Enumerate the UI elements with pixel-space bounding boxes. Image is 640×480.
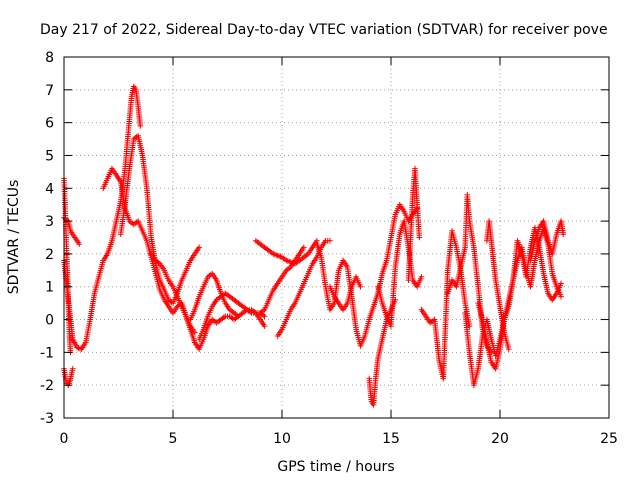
- y-tick-label: 6: [45, 116, 54, 132]
- series-track-10: [253, 237, 320, 267]
- data-marks: [61, 83, 567, 408]
- data-point: [76, 241, 83, 247]
- y-tick-label: 2: [45, 247, 54, 263]
- series-track-8: [187, 270, 242, 323]
- data-point: [261, 323, 268, 329]
- data-point: [357, 283, 364, 290]
- data-point: [560, 231, 567, 238]
- y-tick-label: 8: [45, 50, 54, 66]
- y-axis-label: SDTVAR / TECUs: [6, 180, 22, 295]
- series-track-21: [475, 224, 564, 372]
- data-point: [327, 237, 333, 244]
- data-point: [77, 345, 83, 352]
- series-track-23: [527, 218, 567, 264]
- y-tick-label: 1: [45, 280, 54, 296]
- data-point: [558, 280, 564, 287]
- x-tick-label: 25: [600, 431, 618, 447]
- x-tick-label: 5: [169, 431, 178, 447]
- series-track-14: [327, 274, 364, 313]
- series-track-19: [444, 192, 495, 356]
- y-tick-label: -1: [40, 345, 54, 361]
- data-point: [418, 274, 425, 280]
- data-point: [137, 123, 144, 129]
- data-point: [196, 244, 202, 251]
- data-point: [261, 313, 268, 320]
- series-track-18: [418, 228, 473, 382]
- data-point: [416, 234, 423, 241]
- x-tick-label: 0: [60, 431, 69, 447]
- data-point: [301, 244, 307, 251]
- x-tick-label: 10: [273, 431, 291, 447]
- x-axis-label: GPS time / hours: [277, 459, 394, 475]
- series-track-7: [148, 251, 198, 336]
- x-tick-label: 20: [491, 431, 509, 447]
- y-tick-label: -3: [40, 411, 54, 427]
- series-track-4: [61, 365, 76, 388]
- data-point: [192, 329, 198, 336]
- y-tick-label: 0: [45, 313, 54, 329]
- series-track-11: [257, 244, 307, 316]
- data-point: [505, 346, 512, 352]
- y-tick-label: 5: [45, 148, 54, 164]
- data-point: [235, 313, 242, 320]
- data-point: [69, 365, 76, 372]
- y-tick-label: 7: [45, 83, 54, 99]
- plot-frame: [63, 56, 610, 419]
- series-track-12: [274, 237, 333, 339]
- y-tick-label: -2: [40, 378, 54, 394]
- series-track-22: [484, 218, 512, 352]
- y-tick-label: 4: [45, 181, 54, 197]
- series-track-17: [405, 165, 423, 283]
- series-track-16: [375, 218, 425, 329]
- chart-title: Day 217 of 2022, Sidereal Day-to-day VTE…: [40, 22, 608, 38]
- x-tick-label: 15: [382, 431, 400, 447]
- axes: -3 -2 -1 0 1 2 3 4 5 6 7 8 0 5 10 15 20 25: [40, 50, 618, 447]
- data-point: [558, 293, 564, 300]
- y-tick-label: 3: [45, 214, 54, 230]
